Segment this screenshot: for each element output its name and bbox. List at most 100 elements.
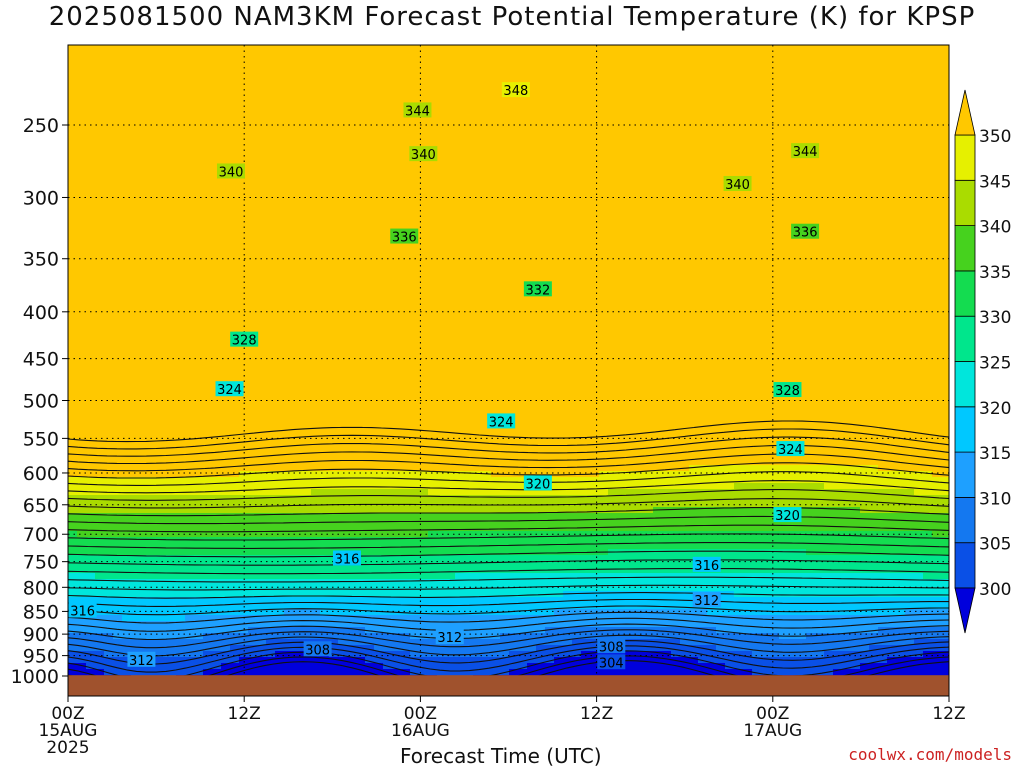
- y-tick-label: 450: [23, 349, 59, 371]
- contour-label-bg: [487, 413, 516, 429]
- contour-label-bg: [791, 223, 820, 239]
- contour-label: 340: [725, 178, 750, 193]
- contour-label: 348: [503, 84, 528, 99]
- contour-label: 312: [129, 654, 154, 669]
- x-tick-label: 00Z: [404, 704, 437, 724]
- ground-below-surface: [68, 675, 949, 696]
- contour-label-bg: [523, 281, 552, 297]
- y-tick-label: 950: [23, 646, 59, 668]
- contour-label-bg: [597, 654, 626, 670]
- x-tick-label: 17AUG: [743, 721, 802, 741]
- contour-label: 308: [599, 640, 624, 655]
- contour-label: 304: [599, 656, 624, 671]
- contour-label-bg: [773, 507, 802, 523]
- contour-label-bg: [692, 556, 721, 572]
- contour-labels: 348 344 344 340 340 340 336 336 332 328 328 324 324 3…: [68, 82, 820, 671]
- contour-label-bg: [791, 143, 820, 159]
- y-tick-label: 350: [23, 249, 59, 271]
- contour-label: 316: [70, 604, 95, 619]
- y-tick-label: 700: [23, 524, 59, 546]
- colorbar-box: [954, 134, 976, 181]
- contour-label-bg: [523, 475, 552, 491]
- contour-label: 324: [778, 443, 803, 458]
- contour-label-bg: [773, 382, 802, 398]
- contour-label: 308: [305, 643, 330, 658]
- colorbar-label: 350: [979, 127, 1011, 147]
- colorbar-box: [954, 542, 976, 589]
- contour-label-bg: [303, 641, 332, 657]
- contour-label-bg: [68, 602, 97, 618]
- colorbar-label: 305: [979, 535, 1011, 555]
- x-axis-label: Forecast Time (UTC): [400, 744, 602, 768]
- contour-label: 332: [525, 283, 550, 298]
- contour-label-bg: [435, 629, 464, 645]
- colorbar-label: 340: [979, 218, 1011, 238]
- colorbar-extend-low: [954, 587, 976, 634]
- colorbar-box: [954, 496, 976, 544]
- contour-label: 316: [694, 559, 719, 574]
- contour-label-bg: [597, 638, 626, 654]
- x-tick-label: 16AUG: [391, 721, 450, 741]
- x-tick-label: 15AUG: [39, 721, 98, 741]
- contour-label-bg: [403, 102, 432, 118]
- colorbar-extend-high: [954, 89, 976, 136]
- contour-label: 328: [232, 334, 257, 349]
- y-tick-label: 550: [23, 428, 59, 450]
- contour-label: 344: [793, 145, 818, 160]
- y-tick-label: 1000: [11, 666, 59, 688]
- y-tick-label: 650: [23, 495, 59, 517]
- chart-title: 2025081500 NAM3KM Forecast Potential Tem…: [48, 2, 976, 32]
- colorbar-label: 320: [979, 399, 1011, 419]
- contour-label: 336: [392, 231, 417, 246]
- plot-frame: [67, 44, 950, 697]
- colorbar-label: 315: [979, 444, 1011, 464]
- contour-label: 312: [694, 594, 719, 609]
- contour-label-bg: [723, 175, 752, 191]
- y-tick-label: 300: [23, 187, 59, 209]
- y-tick-label: 500: [23, 391, 59, 413]
- colorbar-box: [954, 225, 976, 272]
- contour-label: 316: [335, 552, 360, 567]
- credit-text: coolwx.com/models: [848, 745, 1012, 764]
- y-tick-label: 900: [23, 624, 59, 646]
- colorbar-label: 330: [979, 308, 1011, 328]
- x-tick-label: 12Z: [932, 704, 965, 724]
- contour-label: 324: [489, 415, 514, 430]
- contour-label-bg: [692, 592, 721, 608]
- x-tick-label: 12Z: [580, 704, 613, 724]
- x-tick-label: 12Z: [228, 704, 261, 724]
- colorbar: 300 305 310 315 320 325 330 335 340 345 350: [954, 89, 1011, 634]
- contour-label: 324: [217, 383, 242, 398]
- contour-label: 340: [219, 165, 244, 180]
- contour-label: 344: [405, 104, 430, 119]
- pressure-axis: 2503003504004505005506006507007508008509…: [11, 115, 68, 688]
- y-tick-label: 250: [23, 115, 59, 137]
- contour-label: 336: [793, 226, 818, 241]
- y-tick-label: 600: [23, 463, 59, 485]
- contour-label: 320: [525, 477, 550, 492]
- contour-label: 328: [775, 384, 800, 399]
- colorbar-label: 335: [979, 263, 1011, 283]
- contour-label-bg: [215, 381, 244, 397]
- contour-label-bg: [332, 550, 361, 566]
- colorbar-label: 345: [979, 172, 1011, 192]
- contour-label-bg: [127, 651, 156, 667]
- colorbar-label: 325: [979, 354, 1011, 374]
- colorbar-box: [954, 406, 976, 453]
- colorbar-box: [954, 361, 976, 408]
- x-tick-label: 00Z: [51, 704, 84, 724]
- contour-label: 312: [437, 631, 462, 646]
- y-tick-label: 850: [23, 601, 59, 623]
- colorbar-box: [954, 270, 976, 317]
- contour-label: 320: [775, 509, 800, 524]
- ground-fill: [68, 675, 949, 696]
- contour-label-bg: [776, 441, 805, 457]
- colorbar-label: 310: [979, 489, 1011, 509]
- contour-label-bg: [216, 163, 245, 179]
- colorbar-label: 300: [979, 580, 1011, 600]
- colorbar-box: [954, 451, 976, 498]
- colorbar-box: [954, 315, 976, 362]
- contour-label-bg: [230, 331, 259, 347]
